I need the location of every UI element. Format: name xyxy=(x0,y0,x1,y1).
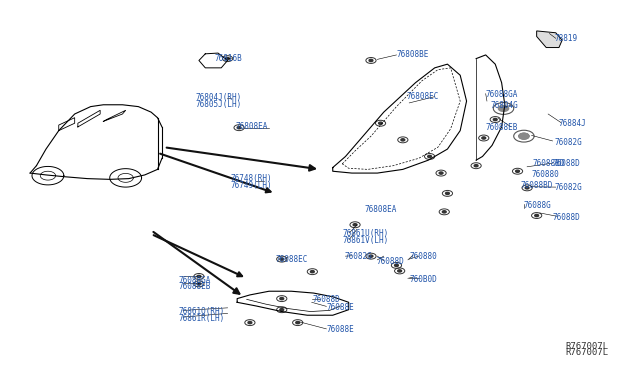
Text: 76861R(LH): 76861R(LH) xyxy=(179,314,225,323)
Text: 76808EA: 76808EA xyxy=(365,205,397,215)
Circle shape xyxy=(369,255,373,257)
Circle shape xyxy=(369,60,373,62)
Circle shape xyxy=(499,106,509,112)
Text: 76861Q(RH): 76861Q(RH) xyxy=(179,307,225,316)
Text: 76082G: 76082G xyxy=(554,138,582,147)
Text: 76082G: 76082G xyxy=(554,183,582,192)
Circle shape xyxy=(237,126,241,129)
Circle shape xyxy=(493,118,497,121)
Text: 76088EB: 76088EB xyxy=(179,282,211,291)
Circle shape xyxy=(401,139,404,141)
Circle shape xyxy=(525,187,529,189)
Text: 76088D: 76088D xyxy=(376,257,404,266)
Text: 760880: 760880 xyxy=(409,252,437,262)
Circle shape xyxy=(379,122,383,124)
Text: 76088GA: 76088GA xyxy=(179,276,211,285)
Text: 76088G: 76088G xyxy=(524,201,552,210)
Circle shape xyxy=(474,164,478,167)
Text: 76082G: 76082G xyxy=(344,252,372,262)
Text: 76861V(LH): 76861V(LH) xyxy=(342,236,388,245)
Circle shape xyxy=(353,224,357,226)
Circle shape xyxy=(535,214,539,217)
Circle shape xyxy=(280,309,284,311)
Text: 76088E: 76088E xyxy=(326,326,354,334)
Text: 76805J(LH): 76805J(LH) xyxy=(196,100,242,109)
Polygon shape xyxy=(537,31,562,48)
Circle shape xyxy=(280,298,284,300)
Circle shape xyxy=(197,275,201,278)
Text: R767007L: R767007L xyxy=(565,348,609,357)
Circle shape xyxy=(248,321,252,324)
Text: 76816B: 76816B xyxy=(215,54,243,63)
Text: 76088BD: 76088BD xyxy=(532,159,564,169)
Text: 76088EB: 76088EB xyxy=(486,123,518,132)
Text: 76749(LH): 76749(LH) xyxy=(231,181,273,190)
Text: 76804J(RH): 76804J(RH) xyxy=(196,93,242,102)
Text: 78819: 78819 xyxy=(554,34,578,43)
Circle shape xyxy=(280,258,284,260)
Text: 76088BD: 76088BD xyxy=(521,182,553,190)
Text: 760880: 760880 xyxy=(532,170,559,179)
Circle shape xyxy=(397,270,401,272)
Text: 76808EC: 76808EC xyxy=(406,92,439,101)
Text: R767007L: R767007L xyxy=(565,342,609,351)
Text: 76884J: 76884J xyxy=(559,119,587,128)
Text: 76808EA: 76808EA xyxy=(236,122,268,131)
Text: 76748(RH): 76748(RH) xyxy=(231,174,273,183)
Text: 76088E: 76088E xyxy=(326,302,354,312)
Text: 76088EC: 76088EC xyxy=(275,255,308,264)
Circle shape xyxy=(519,133,529,139)
Circle shape xyxy=(442,211,446,213)
Circle shape xyxy=(445,192,449,195)
Circle shape xyxy=(482,137,486,139)
Text: 76861U(RH): 76861U(RH) xyxy=(342,230,388,238)
Circle shape xyxy=(226,58,230,60)
Circle shape xyxy=(394,264,398,266)
Text: 76088D: 76088D xyxy=(312,295,340,304)
Circle shape xyxy=(197,283,201,285)
Circle shape xyxy=(428,155,431,158)
Circle shape xyxy=(296,321,300,324)
Text: 76804G: 76804G xyxy=(491,101,518,110)
Text: 76088GA: 76088GA xyxy=(486,90,518,99)
Text: 76088D: 76088D xyxy=(552,213,580,222)
Circle shape xyxy=(522,135,526,137)
Text: 76088D: 76088D xyxy=(552,159,580,169)
Text: 76808BE: 76808BE xyxy=(396,51,429,60)
Text: 760B0D: 760B0D xyxy=(409,275,437,284)
Circle shape xyxy=(516,170,520,172)
Circle shape xyxy=(439,172,443,174)
Circle shape xyxy=(310,270,314,273)
